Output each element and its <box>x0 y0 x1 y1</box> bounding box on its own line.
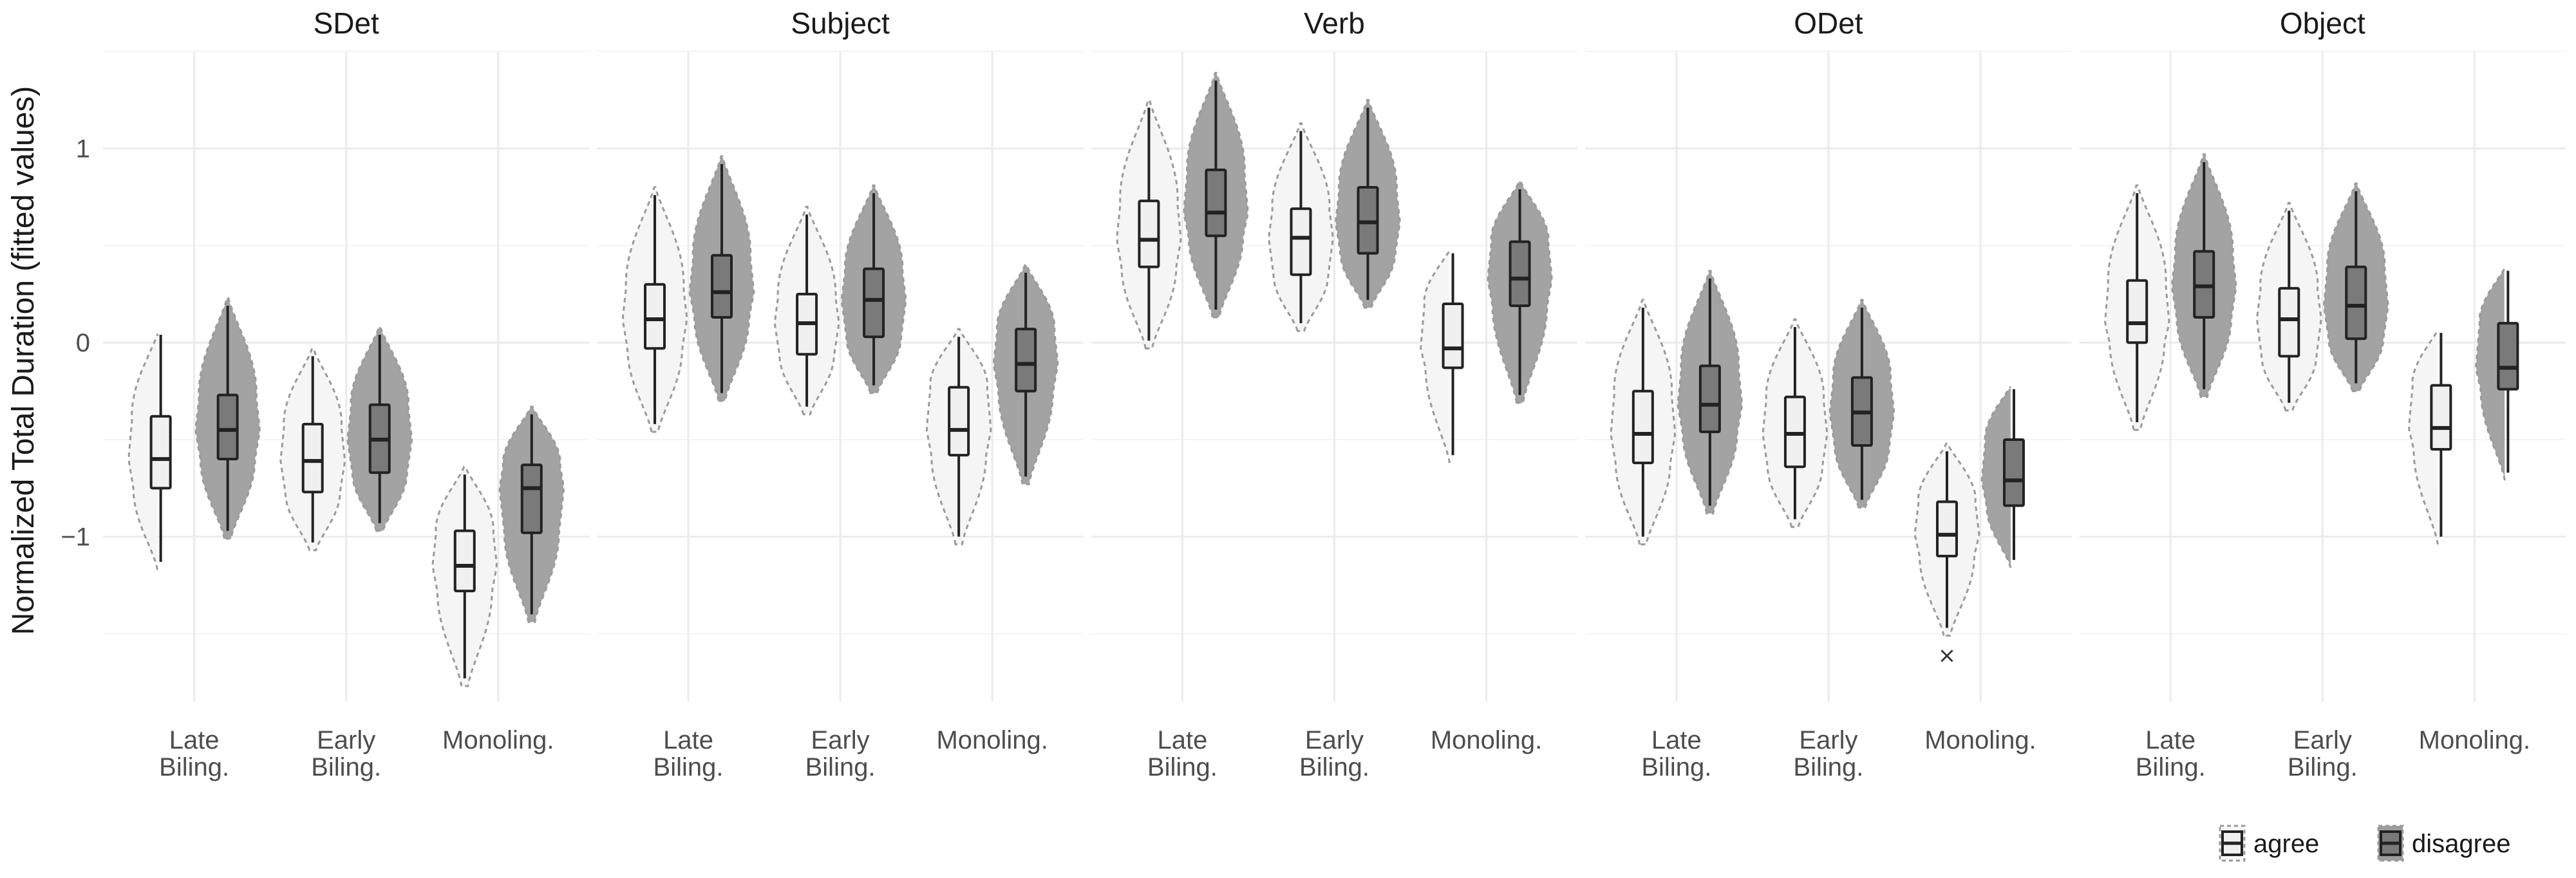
x-tick-label: Late Biling. <box>2136 726 2206 781</box>
x-tick-label: Early Biling. <box>1793 726 1863 781</box>
box <box>301 422 324 494</box>
violin-agree <box>2255 201 2322 412</box>
box <box>520 463 543 534</box>
violin-agree <box>127 333 172 570</box>
box <box>453 529 476 593</box>
panel-sdet: SDet Late Biling. Early Biling. Monoling. <box>103 6 590 781</box>
box <box>863 267 885 339</box>
panel-title: Subject <box>791 6 890 40</box>
violin-disagree <box>992 264 1059 485</box>
y-tick-label: 1 <box>76 135 90 163</box>
violin-agree <box>2103 184 2170 431</box>
box <box>1783 395 1806 469</box>
violin-disagree <box>1183 71 1249 319</box>
panels: SDet Late Biling. Early Biling. Monoling. −1 0 1… <box>61 6 2566 781</box>
panel-odet: ODet Late Biling. Early Biling. Monoling. × <box>1585 6 2072 781</box>
violin-disagree <box>194 297 261 540</box>
legend: agree disagree <box>2219 825 2510 862</box>
legend-key-disagree <box>2377 825 2404 862</box>
box <box>711 254 733 319</box>
box <box>2497 322 2519 391</box>
x-tick-label: Monoling. <box>442 726 554 754</box>
box <box>2345 265 2367 341</box>
violin-disagree <box>346 326 413 532</box>
x-tick-label: Late Biling. <box>1147 726 1217 781</box>
y-axis-label: Normalized Total Duration (fitted values… <box>6 86 41 635</box>
box <box>1698 364 1721 433</box>
x-tick-label: Monoling. <box>936 726 1048 754</box>
box <box>2126 279 2148 344</box>
violin-disagree <box>688 155 755 402</box>
box <box>1138 200 1160 268</box>
x-tick-label: Monoling. <box>2419 726 2530 754</box>
legend-key-agree <box>2219 825 2246 862</box>
panel-verb: Verb Late Biling. Early Biling. Monoling. <box>1091 6 1578 781</box>
x-tick-label: Early Biling. <box>311 726 381 781</box>
violin-agree <box>2408 330 2452 545</box>
violin-agree <box>1762 318 1829 528</box>
x-tick-label: Late Biling. <box>653 726 724 781</box>
violin-disagree <box>1335 98 1401 309</box>
panel-subject: Subject Late Biling. Early Biling. Monoling. <box>597 6 1084 781</box>
box <box>216 393 239 461</box>
box <box>948 386 970 457</box>
x-tick-label: Late Biling. <box>159 726 229 781</box>
x-tick-label: Monoling. <box>1431 726 1542 754</box>
box <box>1631 389 1654 465</box>
box <box>2002 438 2025 507</box>
x-tick-label: Early Biling. <box>805 726 876 781</box>
violin-shape <box>127 333 159 570</box>
violin-agree <box>431 465 498 687</box>
violin-disagree <box>2171 153 2237 398</box>
box <box>2278 286 2300 358</box>
box <box>1442 302 1464 369</box>
box <box>1205 168 1227 238</box>
legend-label-agree: agree <box>2253 830 2319 858</box>
box <box>1935 500 1958 557</box>
violin-disagree <box>1487 180 1553 404</box>
violin-disagree <box>840 184 907 395</box>
x-tick-label: Late Biling. <box>1641 726 1711 781</box>
box <box>644 283 666 350</box>
violin-agree: × <box>1913 442 1980 669</box>
violin-disagree <box>2475 268 2519 481</box>
box <box>1357 186 1379 255</box>
y-tick-label: 0 <box>76 329 90 357</box>
x-tick-label: Early Biling. <box>1299 726 1369 781</box>
y-tick-label: −1 <box>61 523 90 552</box>
violin-shape <box>2408 330 2439 545</box>
outlier-point: × <box>1938 643 1957 669</box>
violin-agree <box>1420 251 1464 463</box>
box <box>2430 384 2452 451</box>
panel-title: Object <box>2280 6 2365 40</box>
panel-title: Verb <box>1304 6 1365 40</box>
violin-agree <box>925 328 992 546</box>
violin-agree <box>621 186 688 433</box>
violin-disagree <box>498 406 565 623</box>
x-tick-label: Monoling. <box>1924 726 2036 754</box>
box <box>149 415 172 490</box>
violin-shape <box>2475 268 2506 481</box>
panel-object: Object Late Biling. Early Biling. Monoling. <box>2079 6 2566 781</box>
violin-agree <box>773 205 840 416</box>
box <box>1290 207 1312 276</box>
box <box>1509 240 1531 307</box>
panel-title: SDet <box>314 6 379 40</box>
violin-agree <box>1116 98 1182 350</box>
box <box>2193 250 2215 319</box>
panel-title: ODet <box>1794 6 1863 40</box>
violin-shape <box>1980 386 2012 568</box>
violin-agree <box>1268 122 1334 332</box>
violin-agree <box>1610 299 1676 546</box>
violin-disagree <box>1980 386 2025 568</box>
violin-disagree <box>1829 299 1895 509</box>
box <box>1015 328 1037 393</box>
legend-label-disagree: disagree <box>2412 830 2510 858</box>
violin-agree <box>279 347 346 552</box>
violin-disagree <box>2322 182 2389 393</box>
violin-disagree <box>1677 270 1744 515</box>
x-tick-label: Early Biling. <box>2288 726 2358 781</box>
